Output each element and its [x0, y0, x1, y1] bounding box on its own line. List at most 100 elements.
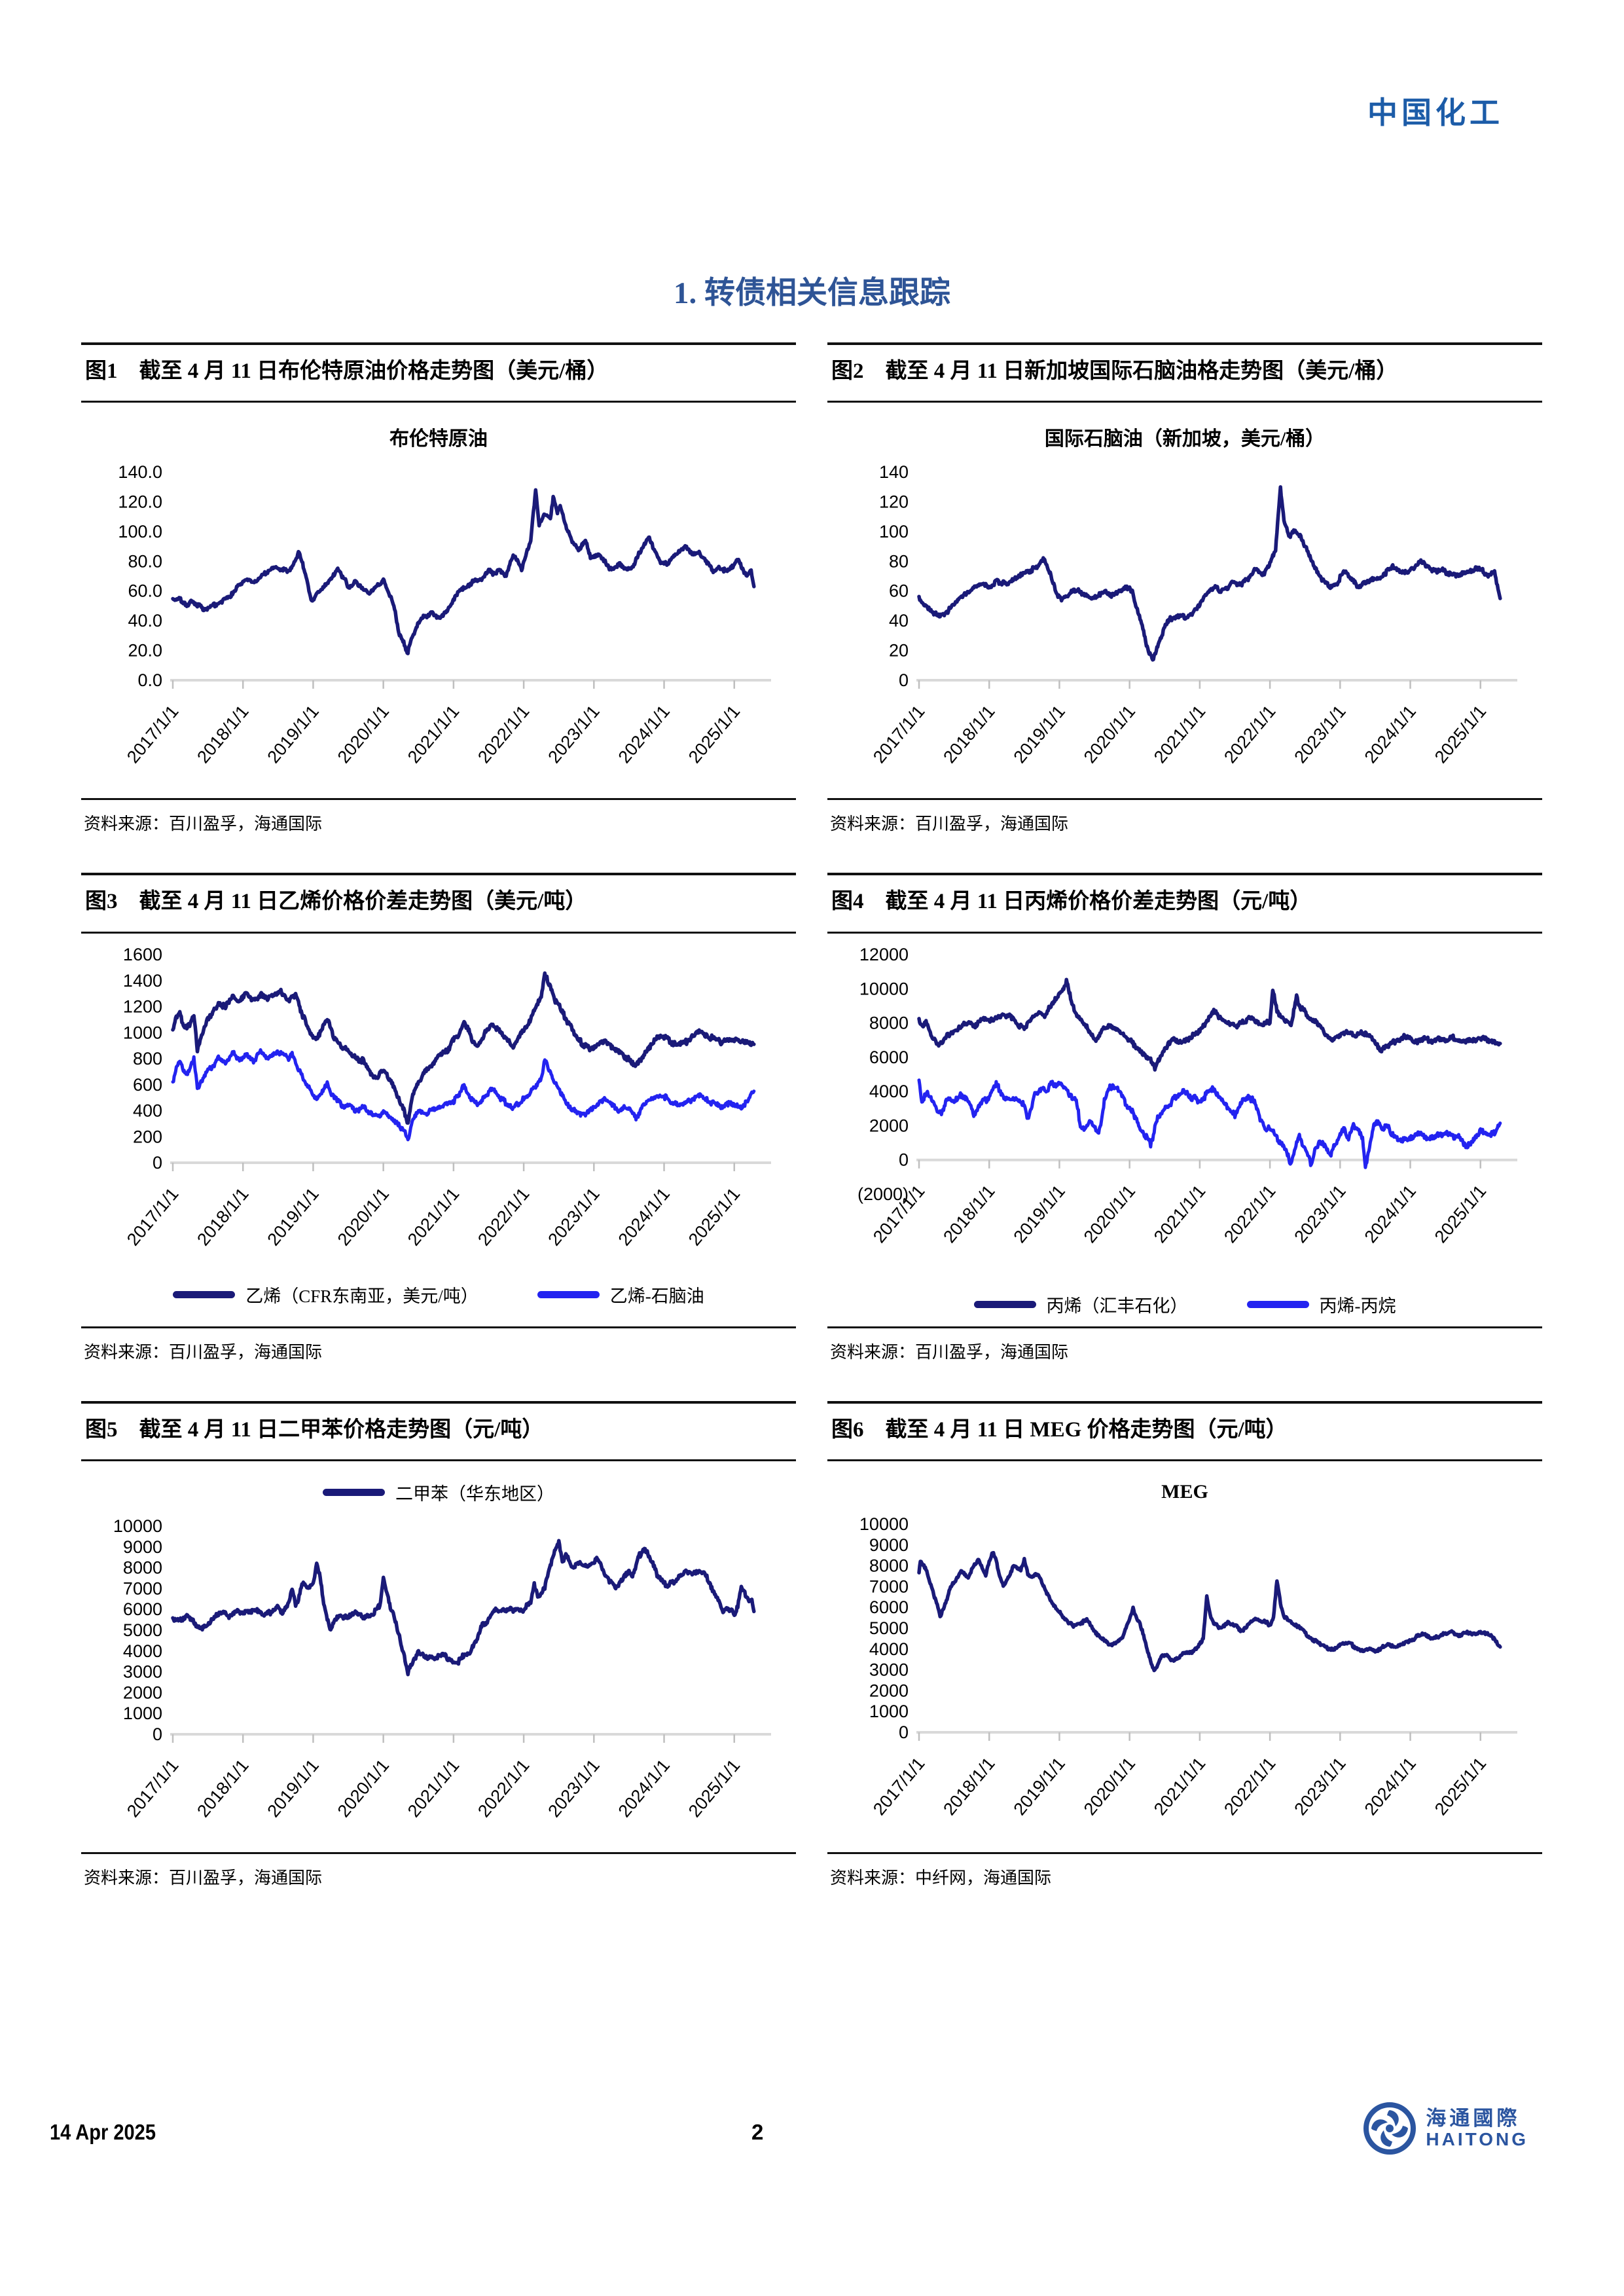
chart-body: 1600 1400 1200 1000 800 600 400 200 0 2017/1/1 201…: [81, 934, 796, 1326]
x-axis-tick-label: 2025/1/1: [685, 1184, 744, 1249]
x-axis-tick-label: 2023/1/1: [1290, 1753, 1350, 1819]
y-axis-tick-label: 9000: [869, 1535, 909, 1555]
x-axis-tick-label: 2025/1/1: [685, 702, 744, 767]
y-axis-tick-label: 1000: [123, 1023, 162, 1042]
x-axis-tick-label: 2021/1/1: [1150, 1753, 1210, 1819]
legend-label: 乙烯（CFR东南亚，美元/吨）: [245, 1286, 478, 1306]
y-axis-tick-label: 80: [889, 552, 909, 572]
x-axis-tick-label: 2022/1/1: [474, 1755, 533, 1821]
x-axis-tick-label: 2018/1/1: [193, 1184, 253, 1249]
x-axis-tick-label: 2023/1/1: [544, 1184, 604, 1249]
y-axis-tick-label: 60.0: [128, 581, 162, 601]
navy-line-swatch: [173, 1290, 236, 1298]
x-axis-tick-label: 2022/1/1: [1220, 1753, 1280, 1819]
y-axis-tick-label: 10000: [113, 1516, 162, 1536]
chart-legend: 二甲苯（华东地区）: [81, 1480, 796, 1505]
y-axis-tick-label: 4000: [869, 1639, 909, 1659]
x-axis-tick-label: 2019/1/1: [263, 1755, 323, 1821]
x-axis-tick-label: 2017/1/1: [869, 1753, 929, 1819]
y-axis-tick-label: 0: [153, 1153, 162, 1173]
x-axis-tick-label: 2021/1/1: [1150, 702, 1210, 767]
figure-header: 图3 截至 4 月 11 日乙烯价格价差走势图（美元/吨）: [81, 873, 796, 934]
report-brand-label: 中国化工: [1367, 96, 1504, 130]
y-axis-tick-label: 60: [889, 581, 909, 601]
line-chart: 140 120 100 80 60 40 20 0 2017/1/1 2018/1/1 2019/1…: [869, 462, 1517, 767]
chart-body: 二甲苯（华东地区） 10000 9000 8000 7000 6000 5000 4000 30…: [81, 1461, 796, 1852]
x-axis-tick-label: 2017/1/1: [123, 702, 183, 767]
x-axis-tick-label: 2020/1/1: [334, 1755, 393, 1821]
x-axis-tick-label: 2024/1/1: [615, 1184, 674, 1249]
footer-date: 14 Apr 2025: [50, 2120, 156, 2144]
source-note: 资料来源：百川盈孚，海通国际: [81, 798, 796, 843]
x-axis-tick-label: 2021/1/1: [1150, 1181, 1210, 1247]
y-axis-tick-label: 100.0: [118, 522, 162, 541]
y-axis-tick-label: 20: [889, 641, 909, 661]
chart-legend: 丙烯（汇丰石化） 丙烯-丙烷: [827, 1292, 1542, 1317]
y-axis-tick-label: 200: [133, 1127, 162, 1146]
y-axis-tick-label: 40.0: [128, 611, 162, 630]
x-axis-tick-label: 2024/1/1: [1361, 1181, 1420, 1247]
y-axis-tick-label: 8000: [869, 1013, 909, 1032]
x-axis-tick-label: 2018/1/1: [193, 702, 253, 767]
y-axis-tick-label: 600: [133, 1074, 162, 1094]
x-axis-tick-label: 2017/1/1: [123, 1755, 183, 1821]
x-axis-tick-label: 2017/1/1: [123, 1184, 183, 1249]
y-axis-tick-label: 20.0: [128, 641, 162, 661]
figure-header: 图5 截至 4 月 11 日二甲苯价格走势图（元/吨）: [81, 1400, 796, 1461]
x-axis-tick-label: 2023/1/1: [1290, 702, 1350, 767]
y-axis-tick-label: 5000: [869, 1618, 909, 1638]
x-axis-tick-label: 2020/1/1: [1080, 702, 1140, 767]
x-axis-tick-label: 2021/1/1: [404, 1755, 463, 1821]
legend-label: 乙烯-石脑油: [609, 1286, 704, 1306]
blue-line-swatch: [537, 1290, 600, 1298]
x-axis-tick-label: 2019/1/1: [1009, 702, 1069, 767]
x-axis-tick-label: 2019/1/1: [263, 1184, 323, 1249]
y-axis-tick-label: 400: [133, 1101, 162, 1120]
y-axis-tick-label: 0: [899, 1150, 909, 1169]
x-axis-tick-label: 2020/1/1: [1080, 1753, 1140, 1819]
x-axis-tick-label: 2018/1/1: [939, 702, 999, 767]
y-axis-tick-label: 5000: [123, 1620, 162, 1640]
y-axis-tick-label: 120.0: [118, 492, 162, 512]
x-axis-tick-label: 2024/1/1: [615, 1755, 674, 1821]
x-axis-tick-label: 2020/1/1: [334, 1184, 393, 1249]
y-axis-tick-label: 1000: [123, 1704, 162, 1723]
y-axis-tick-label: 140.0: [118, 462, 162, 482]
chart-body: 12000 10000 8000 6000 4000 2000 0 (2000) 2017/1/…: [827, 934, 1542, 1326]
y-axis-tick-label: 0: [899, 1722, 909, 1742]
haitong-logo: 海通國際 HAITONG: [1363, 2102, 1528, 2155]
y-axis-tick-label: 80.0: [128, 552, 162, 572]
y-axis-tick-label: 2000: [869, 1116, 909, 1135]
x-axis-tick-label: 2023/1/1: [1290, 1181, 1350, 1247]
line-chart: 1000090008000700060005000400030002000100…: [113, 1516, 771, 1821]
y-axis-tick-label: 6000: [869, 1047, 909, 1066]
legend-item: 丙烯（汇丰石化）: [973, 1292, 1188, 1317]
y-axis-tick-label: 4000: [869, 1082, 909, 1101]
y-axis-tick-label: 800: [133, 1049, 162, 1068]
x-axis-tick-label: 2019/1/1: [263, 702, 323, 767]
x-axis-tick-label: 2025/1/1: [685, 1755, 744, 1821]
series-line: [171, 488, 756, 656]
x-axis-tick-label: 2017/1/1: [869, 702, 929, 767]
y-axis-tick-label: 2000: [869, 1681, 909, 1700]
x-axis-tick-label: 2022/1/1: [474, 702, 533, 767]
y-axis-tick-label: 1200: [123, 996, 162, 1016]
x-axis-tick-label: 2022/1/1: [474, 1184, 533, 1249]
x-axis-tick-label: 2024/1/1: [615, 702, 674, 767]
figure-header: 图4 截至 4 月 11 日丙烯价格价差走势图（元/吨）: [827, 873, 1542, 934]
source-note: 资料来源：百川盈孚，海通国际: [827, 1326, 1542, 1371]
x-axis-tick-label: 2022/1/1: [1220, 702, 1280, 767]
y-axis-tick-label: 4000: [123, 1641, 162, 1661]
x-axis-tick-label: 2025/1/1: [1431, 702, 1490, 767]
y-axis-tick-label: 120: [879, 492, 909, 512]
series-line: [917, 485, 1502, 662]
y-axis-tick-label: 1000: [869, 1702, 909, 1721]
series-line: [917, 1550, 1502, 1672]
source-note: 资料来源：百川盈孚，海通国际: [827, 798, 1542, 843]
figure-block-6: 图6 截至 4 月 11 日 MEG 价格走势图（元/吨） MEG 10000 900…: [827, 1400, 1542, 1897]
haitong-logo-text: 海通國際 HAITONG: [1426, 2107, 1528, 2149]
figure-block-3: 图3 截至 4 月 11 日乙烯价格价差走势图（美元/吨） 1600 1400 120…: [81, 873, 796, 1370]
y-axis-tick-label: 6000: [123, 1599, 162, 1619]
